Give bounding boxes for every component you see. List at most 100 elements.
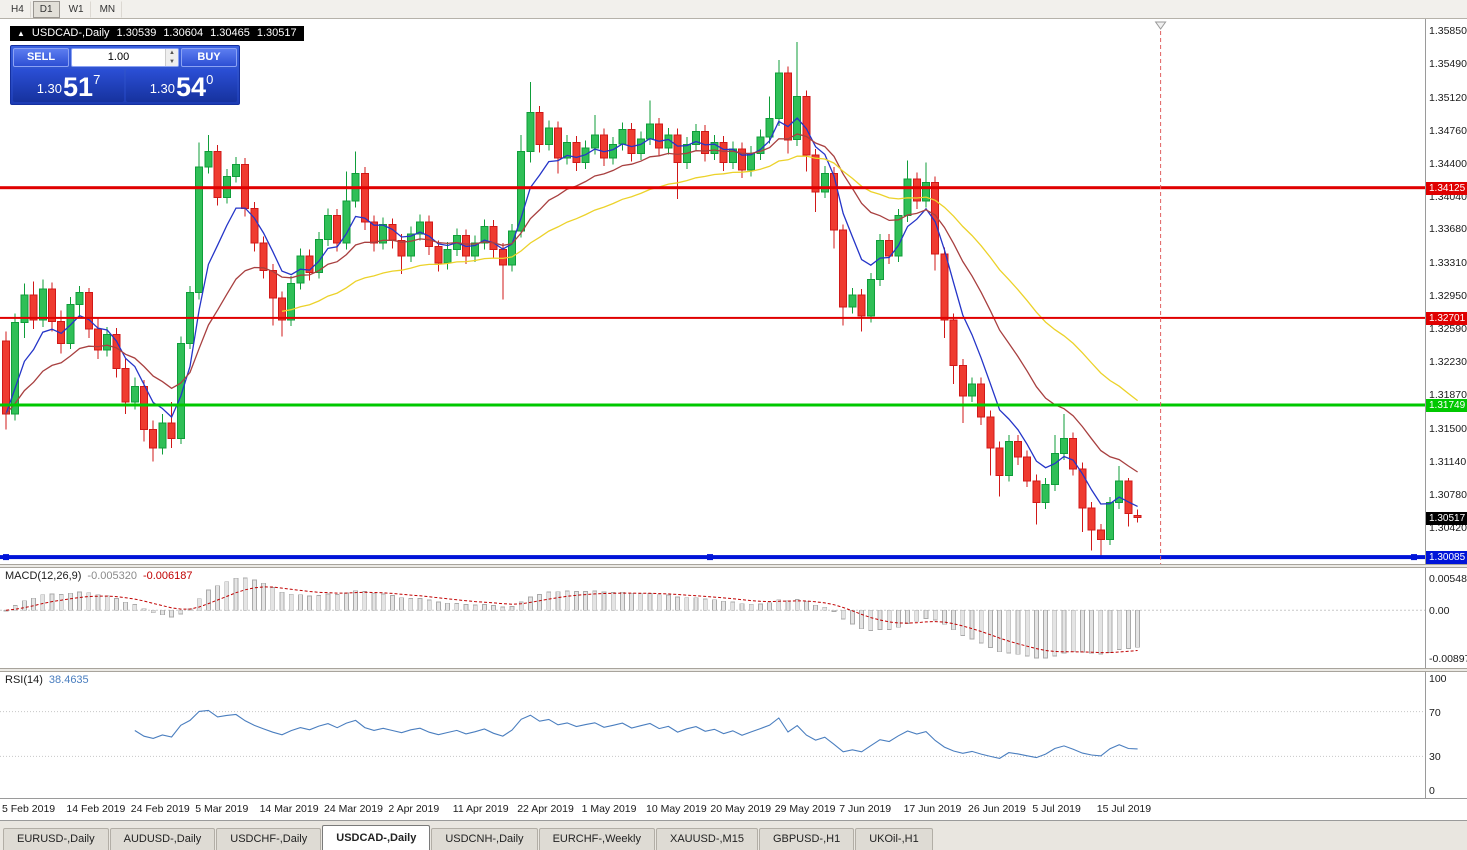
- buy-price-base: 1.30: [149, 81, 176, 96]
- candle: [388, 218, 397, 249]
- buy-price-display[interactable]: 1.30 54 0: [126, 69, 237, 102]
- volume-input[interactable]: 1.00 ▲ ▼: [71, 48, 179, 67]
- candle: [848, 287, 857, 314]
- candle: [360, 167, 369, 231]
- candle: [204, 135, 213, 174]
- line-handle[interactable]: [707, 554, 713, 561]
- date-label: 11 Apr 2019: [452, 803, 509, 815]
- candle: [912, 172, 921, 210]
- time-axis[interactable]: 5 Feb 2019 14 Feb 2019 24 Feb 2019 5 Mar 20…: [0, 798, 1467, 820]
- chart-tab-usdchf[interactable]: USDCHF-,Daily: [216, 828, 322, 850]
- chart-tabs-bar: EURUSD-,Daily AUDUSD-,Daily USDCHF-,Daily U…: [0, 820, 1467, 850]
- horizontal-line-1.34125[interactable]: [0, 186, 1425, 190]
- date-label: 29 May 2019: [774, 803, 836, 815]
- candle: [802, 90, 811, 172]
- candle: [876, 233, 884, 286]
- spinner-up-icon[interactable]: ▲: [166, 49, 178, 58]
- price-chart-canvas[interactable]: [0, 19, 1425, 564]
- line-handle[interactable]: [1411, 554, 1417, 561]
- candle: [140, 380, 148, 442]
- candle: [544, 120, 553, 151]
- current-price-tag: 1.30517: [1426, 511, 1467, 525]
- candle: [839, 224, 848, 326]
- candle: [259, 236, 268, 279]
- price-tag-1.34125: 1.34125: [1426, 181, 1467, 195]
- timeframe-w1[interactable]: W1: [62, 0, 91, 18]
- candle: [176, 336, 185, 445]
- price-axis-label: 1.31500: [1429, 422, 1467, 435]
- chart-tab-ukoil[interactable]: UKOil-,H1: [855, 828, 933, 850]
- candle: [75, 286, 84, 318]
- price-axis-label: 1.32230: [1429, 356, 1467, 368]
- candle: [949, 313, 958, 384]
- macd-signal-value: -0.006187: [142, 570, 193, 582]
- sell-price-display[interactable]: 1.30 51 7: [13, 69, 124, 102]
- candle: [232, 157, 240, 183]
- price-axis[interactable]: 1.35850 1.35490 1.35120 1.34760 1.34400 1.340…: [1425, 19, 1467, 798]
- candle: [719, 136, 728, 171]
- horizontal-line-1.32701[interactable]: [0, 316, 1425, 319]
- candle: [1069, 432, 1078, 476]
- fast-ma-line[interactable]: [5, 117, 1138, 507]
- macd-signal-line: [5, 586, 1138, 654]
- date-label: 26 Jun 2019: [968, 803, 1026, 815]
- slow-ma-line[interactable]: [281, 155, 1138, 402]
- line-handle[interactable]: [3, 554, 9, 561]
- chart-tab-usdcad[interactable]: USDCAD-,Daily: [322, 825, 431, 850]
- price-axis-label: 1.34760: [1429, 124, 1467, 137]
- candle: [333, 209, 342, 252]
- candle: [940, 247, 949, 339]
- ohlc-high: 1.30604: [163, 27, 204, 39]
- chart-tab-gbpusd[interactable]: GBPUSD-,H1: [758, 828, 855, 850]
- date-label: 17 Jun 2019: [903, 803, 962, 815]
- buy-button[interactable]: BUY: [181, 48, 237, 67]
- date-label: 24 Feb 2019: [130, 803, 190, 815]
- chart-tab-eurchf[interactable]: EURCHF-,Weekly: [538, 828, 655, 850]
- chart-tab-eurusd[interactable]: EURUSD-,Daily: [3, 828, 109, 850]
- date-label: 22 Apr 2019: [517, 803, 574, 815]
- sell-price-base: 1.30: [36, 81, 63, 96]
- timeframe-d1[interactable]: D1: [32, 0, 60, 18]
- horizontal-line-1.31749[interactable]: [0, 403, 1425, 407]
- macd-indicator-panel[interactable]: [0, 568, 1425, 668]
- timeframe-h4[interactable]: H4: [4, 0, 31, 18]
- timeframe-mn[interactable]: MN: [93, 0, 123, 18]
- volume-spinner[interactable]: ▲ ▼: [165, 49, 178, 66]
- ohlc-close: 1.30517: [256, 27, 297, 39]
- candle: [894, 209, 903, 263]
- candle: [370, 215, 378, 252]
- candle: [434, 240, 443, 272]
- chart-tab-usdcnh[interactable]: USDCNH-,Daily: [431, 828, 538, 850]
- timeframe-buttons: H4 D1 W1 MN: [4, 0, 124, 18]
- price-tag-1.32701: 1.32701: [1426, 311, 1467, 325]
- chart-shift-marker-icon[interactable]: [1154, 21, 1167, 30]
- rsi-indicator-label: RSI(14) 38.4635: [5, 674, 89, 686]
- rsi-indicator-panel[interactable]: [0, 672, 1425, 798]
- candle: [1106, 497, 1114, 545]
- medium-ma-line[interactable]: [5, 133, 1138, 473]
- panel-divider-rsi[interactable]: [0, 668, 1467, 672]
- panel-divider-macd[interactable]: [0, 564, 1467, 568]
- spinner-down-icon[interactable]: ▼: [166, 57, 178, 66]
- candle: [195, 142, 204, 300]
- candles-layer: [2, 41, 1142, 558]
- candle: [1115, 466, 1124, 510]
- candle: [379, 217, 388, 250]
- candle: [29, 281, 38, 329]
- date-label: 2 Apr 2019: [388, 803, 440, 815]
- sell-button[interactable]: SELL: [13, 48, 69, 67]
- rsi-axis-label: 70: [1429, 706, 1441, 719]
- price-axis-label: 1.33680: [1429, 223, 1467, 236]
- chart-tab-audusd[interactable]: AUDUSD-,Daily: [109, 828, 216, 850]
- rsi-name: RSI(14): [5, 674, 43, 686]
- chart-tab-xauusd[interactable]: XAUUSD-,M15: [655, 828, 758, 850]
- candle: [774, 60, 783, 126]
- candle: [167, 402, 176, 448]
- candle: [250, 201, 259, 252]
- collapse-arrow-icon[interactable]: ▲: [17, 29, 25, 38]
- candle: [84, 287, 93, 339]
- rsi-axis-label: 30: [1429, 751, 1441, 764]
- candle: [866, 273, 875, 323]
- macd-axis-label: -0.008973: [1429, 653, 1467, 665]
